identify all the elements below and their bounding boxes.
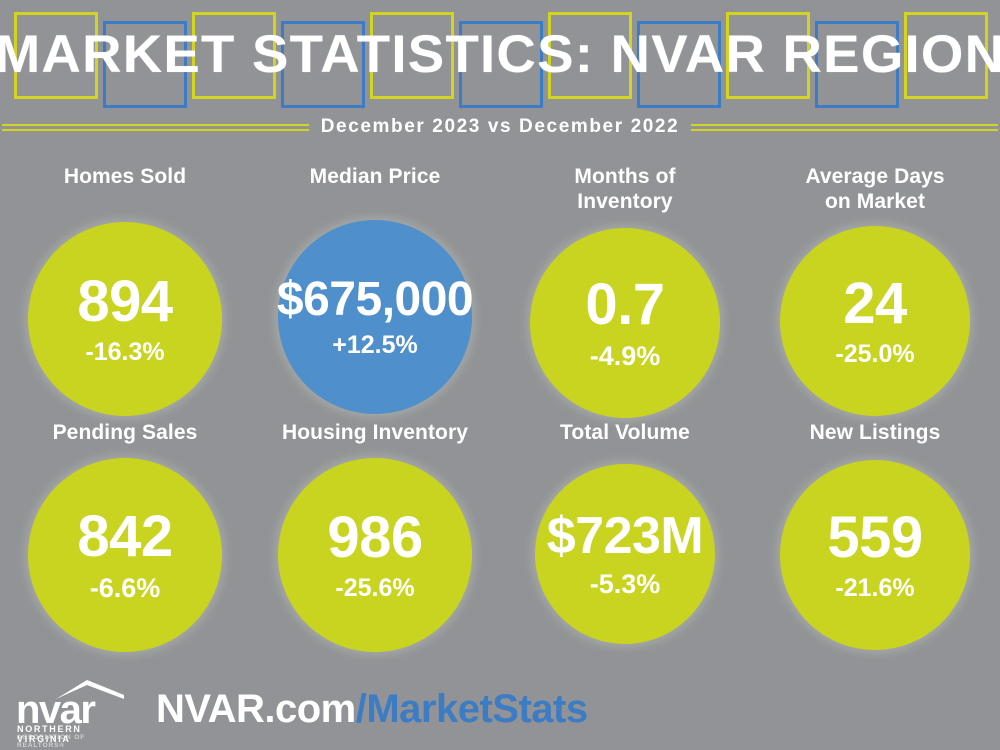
footer-bar: nvar NORTHERN VIRGINIA ASSOCIATION OF RE… (0, 668, 1000, 750)
subtitle-rule-right (691, 123, 998, 131)
stat-value: 0.7 (585, 272, 665, 337)
stat-circle: 842 -6.6% (28, 458, 222, 652)
deco-rect-yellow-7 (548, 12, 632, 99)
subtitle-rule-left (2, 123, 309, 131)
deco-rect-yellow-3 (192, 12, 276, 99)
stat-value: $723M (546, 507, 704, 565)
page-title: MARKET STATISTICS: NVAR REGION (0, 25, 1000, 84)
stat-change: -25.0% (835, 340, 915, 368)
stat-circle: $723M -5.3% (535, 464, 715, 644)
stat-row-1: Homes Sold 894 -16.3% Median Price $675,000 +… (0, 150, 1000, 420)
stat-card-housing-inventory: Housing Inventory 986 -25.6% (250, 418, 500, 688)
stat-change: -16.3% (85, 338, 165, 366)
deco-rect-blue-8 (637, 21, 721, 108)
stat-value: 842 (77, 504, 173, 569)
stat-circle: 986 -25.6% (278, 458, 472, 652)
footer-url-domain: NVAR.com (156, 687, 356, 731)
subtitle-band: December 2023 vs December 2022 (0, 110, 1000, 144)
stat-row-2: Pending Sales 842 -6.6% Housing Inventory 98… (0, 418, 1000, 688)
statistics-grid: Homes Sold 894 -16.3% Median Price $675,000 +… (0, 150, 1000, 670)
stat-card-pending-sales: Pending Sales 842 -6.6% (0, 418, 250, 688)
stat-circle: $675,000 +12.5% (276, 220, 474, 414)
deco-rect-blue-2 (103, 21, 187, 108)
stat-change: -6.6% (89, 573, 161, 603)
deco-rect-yellow-11 (904, 12, 988, 99)
stat-circle: 894 -16.3% (28, 222, 222, 416)
deco-rect-blue-10 (815, 21, 899, 108)
stat-label: Homes Sold (63, 165, 187, 188)
logo-wordmark: nvar (16, 688, 96, 732)
stat-value: 986 (327, 505, 423, 570)
stat-label: New Listings (809, 421, 941, 444)
stat-label: Average Days on Market (805, 165, 945, 213)
deco-rect-blue-4 (281, 21, 365, 108)
stat-card-homes-sold: Homes Sold 894 -16.3% (0, 150, 250, 420)
stat-change: -4.9% (589, 341, 661, 371)
footer-url[interactable]: NVAR.com/MarketStats (156, 687, 588, 731)
stat-value: $675,000 (276, 273, 474, 326)
footer-url-path: /MarketStats (355, 687, 588, 731)
stat-circle: 24 -25.0% (780, 226, 970, 416)
stat-label: Months of Inventory (574, 165, 676, 213)
house-roof-icon (56, 680, 124, 699)
nvar-logo: nvar NORTHERN VIRGINIA ASSOCIATION OF RE… (16, 679, 128, 749)
stat-card-average-days-on-market: Average Days on Market 24 -25.0% (750, 150, 1000, 420)
stat-change: -5.3% (589, 569, 661, 599)
stat-circle: 559 -21.6% (780, 460, 970, 650)
stat-card-total-volume: Total Volume $723M -5.3% (500, 418, 750, 688)
deco-rect-yellow-1 (14, 12, 98, 99)
deco-rect-blue-6 (459, 21, 543, 108)
stat-circle: 0.7 -4.9% (530, 228, 720, 418)
stat-value: 24 (843, 271, 907, 336)
logo-subtitle-region: NORTHERN VIRGINIA (17, 724, 82, 744)
stat-label: Housing Inventory (281, 421, 469, 444)
stat-change: +12.5% (332, 331, 418, 359)
stat-card-months-of-inventory: Months of Inventory 0.7 -4.9% (500, 150, 750, 420)
stat-label: Median Price (309, 165, 441, 188)
stat-label: Total Volume (560, 421, 690, 444)
stat-card-median-price: Median Price $675,000 +12.5% (250, 150, 500, 420)
deco-rect-yellow-9 (726, 12, 810, 99)
stat-label: Pending Sales (52, 421, 198, 444)
header-banner: MARKET STATISTICS: NVAR REGION (0, 0, 1000, 118)
logo-subtitle-association: ASSOCIATION OF REALTORS® (17, 734, 86, 749)
subtitle-text: December 2023 vs December 2022 (320, 116, 680, 137)
stat-card-new-listings: New Listings 559 -21.6% (750, 418, 1000, 688)
deco-rect-yellow-5 (370, 12, 454, 99)
stat-change: -25.6% (335, 574, 415, 602)
stat-change: -21.6% (835, 574, 915, 602)
stat-value: 559 (827, 505, 923, 570)
stat-value: 894 (77, 269, 173, 334)
